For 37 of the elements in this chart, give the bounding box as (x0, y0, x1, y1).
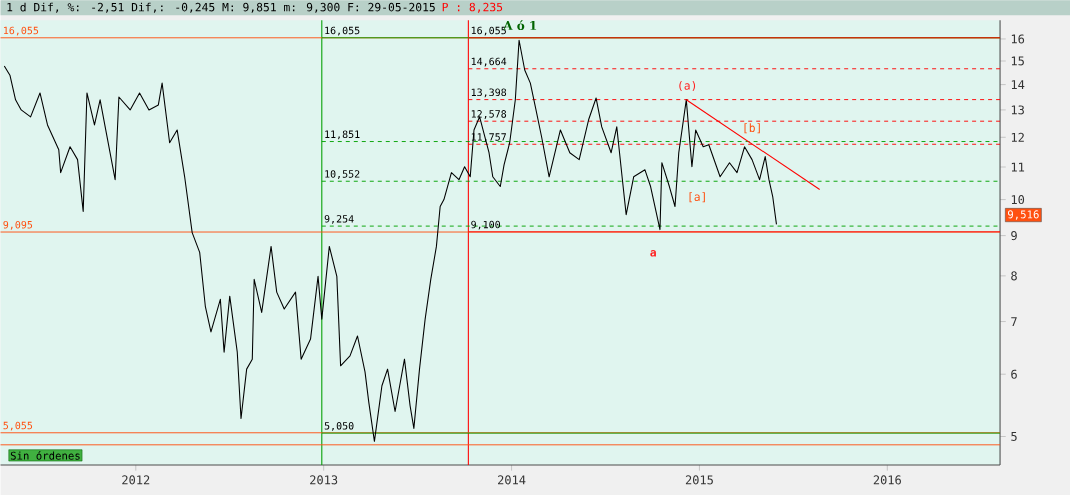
y-tick-label: 15 (1011, 56, 1024, 66)
ref-line-label: 16,055 (3, 26, 39, 36)
ref-line-label: 13,398 (471, 88, 507, 98)
text: 9,516 (1007, 210, 1039, 220)
chart-title: 1 d Dif, %: -2,51 Dif,: -0,245 M: 9,851 m: 9,300 F: 29-05-2015 (7, 2, 435, 13)
ref-line-label: 12,578 (471, 110, 507, 119)
y-tick-label: 6 (1011, 369, 1017, 379)
y-tick-label: 9 (1011, 231, 1017, 241)
x-tick-label: 2013 (310, 475, 338, 485)
annotation: a (650, 250, 656, 257)
ref-line-label: 11,851 (325, 130, 360, 140)
ref-line-label: 10,552 (325, 170, 360, 179)
y-tick-label: 7 (1011, 317, 1017, 326)
ref-line-label: 14,664 (471, 57, 507, 67)
ref-line-label: 9,254 (324, 215, 354, 224)
y-tick-label: 5 (1011, 432, 1017, 441)
x-tick-label: 2016 (873, 475, 901, 485)
chart-subtitle: P : 8,235 (442, 2, 503, 13)
ref-line-label: 5,055 (3, 421, 33, 431)
ref-line-label: 9,095 (3, 220, 33, 230)
y-tick-label: 13 (1011, 105, 1024, 115)
ref-line-label: 16,055 (325, 26, 360, 36)
x-tick-label: 2015 (685, 475, 713, 485)
annotation: (a) (679, 81, 696, 92)
annotation: [a] (689, 192, 705, 203)
ref-line-label: 9,100 (471, 220, 501, 230)
y-tick-label: 12 (1011, 132, 1024, 142)
y-tick-label: 16 (1011, 34, 1025, 44)
x-tick-label: 2014 (498, 475, 526, 485)
y-tick-label: 8 (1011, 271, 1017, 281)
ref-line-label: 5,050 (324, 422, 354, 431)
y-tick-label: 14 (1011, 80, 1025, 89)
y-tick-label: 10 (1011, 195, 1025, 205)
x-tick-label: 2012 (122, 475, 150, 485)
annotation: Sin órdenes (10, 451, 80, 460)
y-tick-label: 11 (1011, 162, 1025, 172)
annotation: [b] (744, 123, 760, 134)
